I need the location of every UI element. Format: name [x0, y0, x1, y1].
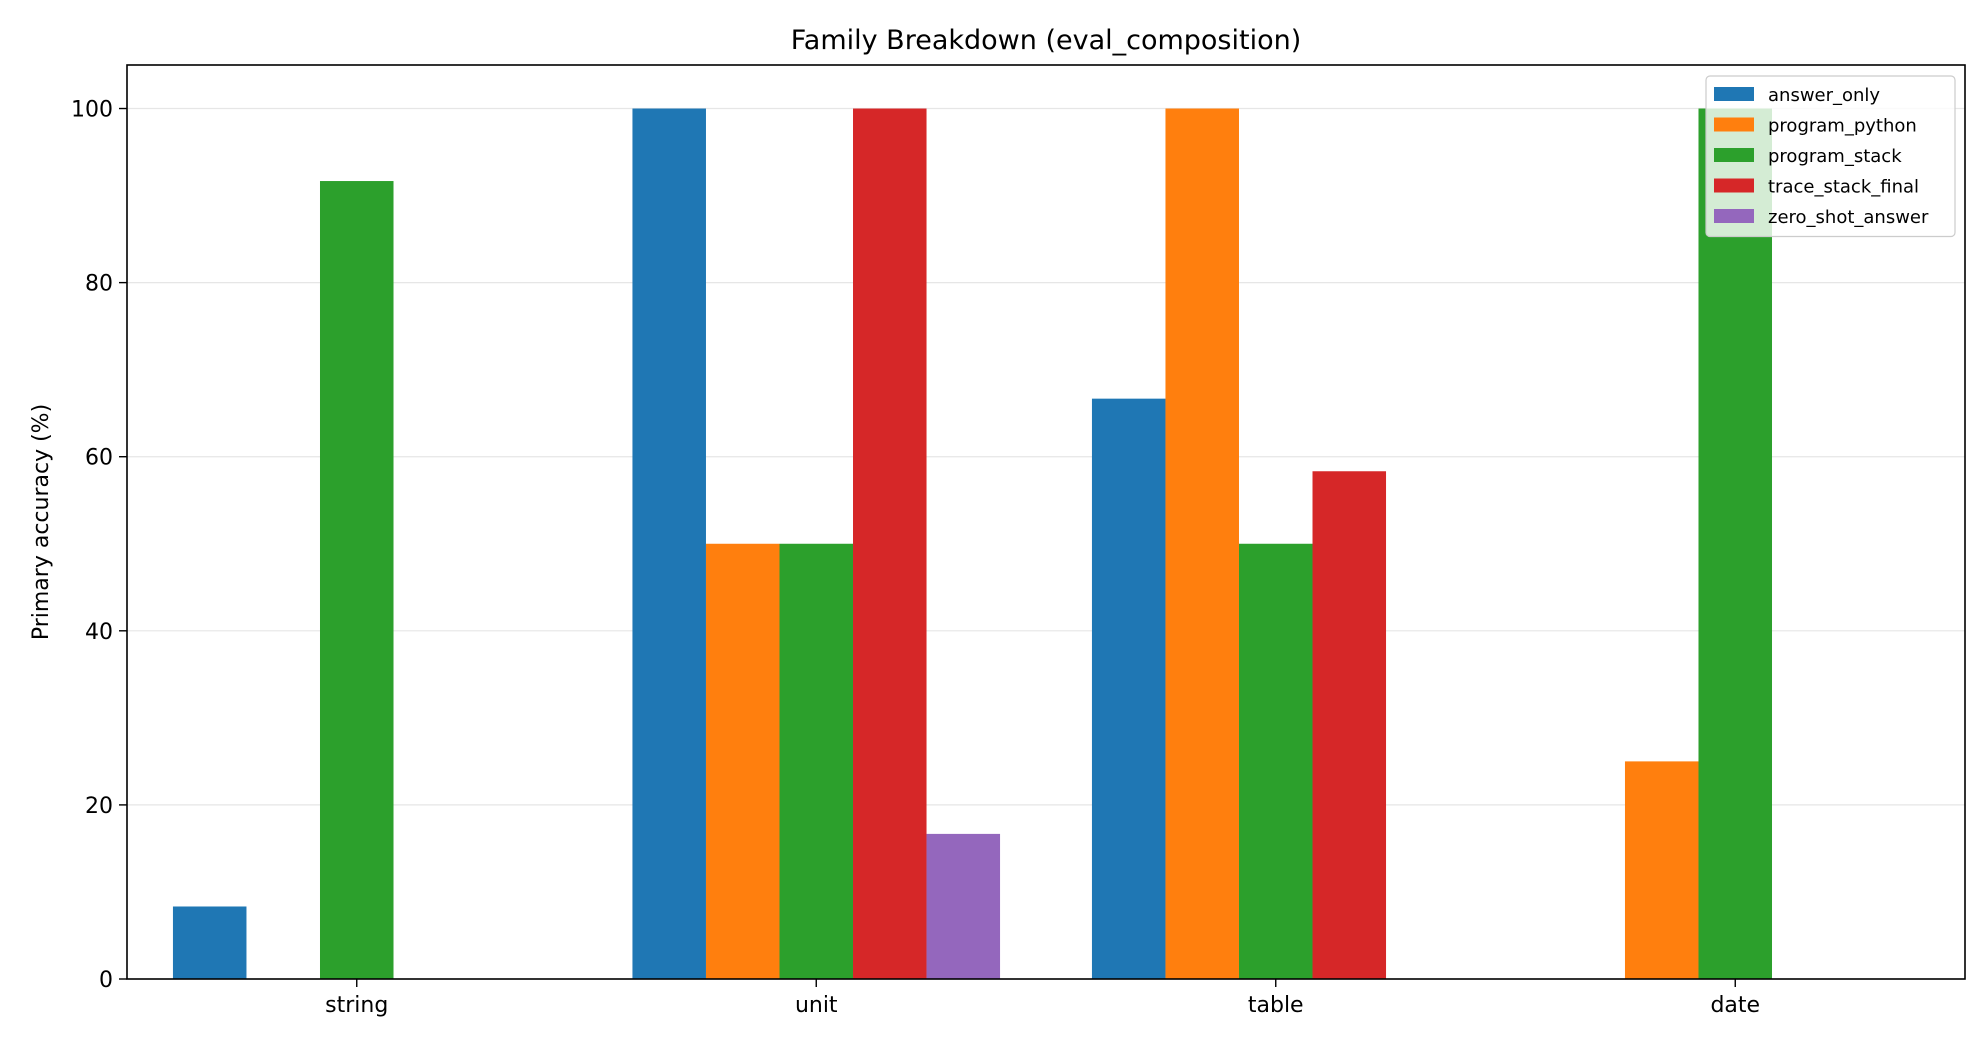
legend: answer_only program_python program_stacktr…	[1705, 75, 1956, 238]
legend-swatch	[1714, 148, 1754, 162]
x-tick-label: date	[1710, 993, 1760, 1018]
legend-swatch	[1714, 209, 1754, 223]
bar	[779, 543, 854, 979]
bar	[1698, 108, 1773, 980]
bar	[319, 181, 394, 979]
legend-box	[1705, 75, 1956, 238]
y-tick-label: 20	[85, 794, 113, 819]
x-axis: string unit table date	[325, 979, 1760, 1018]
y-tick-label: 40	[85, 620, 113, 645]
y-axis: 0 20 40 60 80 100	[71, 98, 127, 993]
bar	[1165, 108, 1239, 980]
bar	[1238, 543, 1313, 979]
plot-frame	[126, 64, 1966, 980]
legend-label: trace_stack_final	[1768, 177, 1919, 198]
y-axis-label: Primary accuracy (%)	[29, 404, 54, 640]
legend-swatch	[1714, 178, 1754, 193]
bar	[926, 833, 1001, 979]
bar	[705, 543, 780, 979]
bar	[632, 108, 706, 980]
bars	[172, 108, 1773, 980]
bar	[1312, 471, 1387, 979]
bar	[172, 906, 247, 979]
chart-title: Family Breakdown (eval_composition)	[791, 25, 1302, 56]
bar	[853, 108, 927, 980]
legend-label: program_stack	[1768, 146, 1902, 167]
legend-label: zero_shot_answer	[1768, 207, 1929, 228]
y-tick-label: 60	[85, 446, 113, 471]
x-tick-label: table	[1248, 993, 1304, 1018]
y-tick-label: 0	[99, 968, 113, 993]
legend-swatch	[1714, 87, 1754, 101]
legend-swatch	[1714, 117, 1754, 132]
y-tick-label: 80	[85, 272, 113, 297]
x-tick-label: string	[325, 993, 388, 1018]
y-tick-label: 100	[71, 98, 113, 123]
bar	[1091, 398, 1166, 979]
legend-label: program_python	[1768, 116, 1917, 137]
bar	[1624, 761, 1699, 979]
legend-label: answer_only	[1768, 85, 1880, 106]
x-tick-label: unit	[795, 993, 838, 1018]
